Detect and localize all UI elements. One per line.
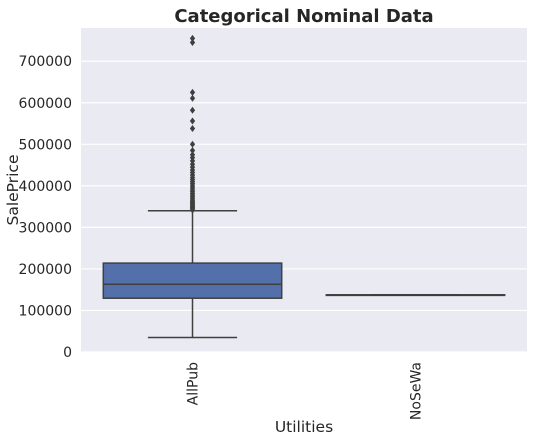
outlier-point <box>189 106 196 114</box>
outlier-point <box>189 140 196 148</box>
x-axis-label: Utilities <box>275 418 333 436</box>
chart-title: Categorical Nominal Data <box>174 6 433 27</box>
y-tick-labels: 0 100000 200000 300000 400000 500000 600000 700… <box>19 54 72 361</box>
outlier-point <box>189 125 196 133</box>
outlier-point <box>189 34 196 42</box>
box-group <box>102 34 506 339</box>
outlier-point <box>189 88 196 96</box>
y-tick-label: 400000 <box>19 179 72 195</box>
y-tick-label: 300000 <box>19 220 72 236</box>
box-nosewa <box>325 294 506 297</box>
outlier-point <box>189 117 196 125</box>
box-iqr <box>102 262 283 299</box>
outlier-point <box>189 147 196 155</box>
outlier-point <box>189 94 196 102</box>
y-axis-label: SalePrice <box>4 155 22 226</box>
y-tick-label: 600000 <box>19 96 72 112</box>
x-tick-labels: AllPub NoSeWa <box>186 362 425 420</box>
outlier-point <box>189 151 196 159</box>
x-tick-label: AllPub <box>186 362 202 405</box>
y-tick-label: 700000 <box>19 54 72 70</box>
x-tick-label: NoSeWa <box>409 362 425 420</box>
box-allpub <box>102 34 283 339</box>
outlier-point <box>189 39 196 47</box>
y-tick-label: 0 <box>63 345 72 361</box>
y-tick-label: 500000 <box>19 137 72 153</box>
y-tick-label: 100000 <box>19 303 72 319</box>
y-tick-label: 200000 <box>19 262 72 278</box>
plot-background <box>81 28 527 352</box>
